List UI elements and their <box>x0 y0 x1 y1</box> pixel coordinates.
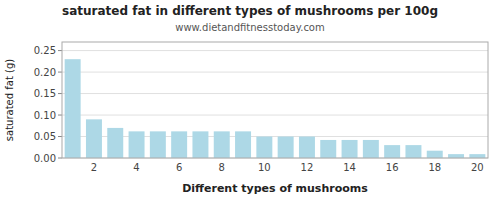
x-tick-label: 8 <box>219 162 225 173</box>
grid-line <box>62 115 488 116</box>
y-tick-label: 0.10 <box>34 110 56 121</box>
chart-container: saturated fat in different types of mush… <box>0 0 500 200</box>
y-tick <box>58 158 62 159</box>
y-tick <box>58 136 62 137</box>
y-tick-label: 0.25 <box>34 45 56 56</box>
bar <box>256 137 272 158</box>
grid-line <box>62 72 488 73</box>
x-tick-label: 14 <box>343 162 356 173</box>
bar <box>150 131 166 158</box>
grid-line <box>62 93 488 94</box>
y-tick-label: 0.15 <box>34 88 56 99</box>
bar <box>469 154 485 158</box>
y-tick <box>58 93 62 94</box>
bar <box>384 145 400 158</box>
bar <box>427 151 443 158</box>
bar <box>448 154 464 158</box>
bar <box>129 131 145 158</box>
grid-line <box>62 136 488 137</box>
bar <box>65 59 81 158</box>
x-tick-label: 20 <box>471 162 484 173</box>
bar <box>171 131 187 158</box>
plot-frame <box>62 42 488 158</box>
y-tick <box>58 50 62 51</box>
bar <box>342 140 358 158</box>
bars <box>65 59 486 158</box>
bar <box>192 131 208 158</box>
x-tick-label: 10 <box>258 162 271 173</box>
x-tick-label: 2 <box>91 162 97 173</box>
x-tick-label: 12 <box>301 162 314 173</box>
bar <box>320 140 336 158</box>
bar <box>107 128 123 158</box>
subtitle: www.dietandfitnesstoday.com <box>175 22 324 33</box>
y-tick-label: 0.20 <box>34 67 56 78</box>
chart-svg: saturated fat in different types of mush… <box>0 0 500 200</box>
x-axis-label: Different types of mushrooms <box>182 182 368 195</box>
bar <box>235 131 251 158</box>
bar <box>214 131 230 158</box>
y-tick <box>58 115 62 116</box>
page: {"chart_data": {"type": "bar", "title": … <box>0 0 500 200</box>
title: saturated fat in different types of mush… <box>62 4 438 18</box>
bar <box>363 140 379 158</box>
y-tick <box>58 72 62 73</box>
y-tick-label: 0.05 <box>34 131 56 142</box>
x-tick-label: 16 <box>386 162 399 173</box>
x-tick-label: 6 <box>176 162 182 173</box>
x-tick-label: 4 <box>133 162 139 173</box>
bar <box>299 137 315 158</box>
y-tick-label: 0.00 <box>34 153 56 164</box>
y-axis-label: saturated fat (g) <box>4 59 15 141</box>
grid-line <box>62 50 488 51</box>
x-tick-label: 18 <box>428 162 441 173</box>
bar <box>405 145 421 158</box>
bar <box>86 119 102 158</box>
bar <box>278 137 294 158</box>
